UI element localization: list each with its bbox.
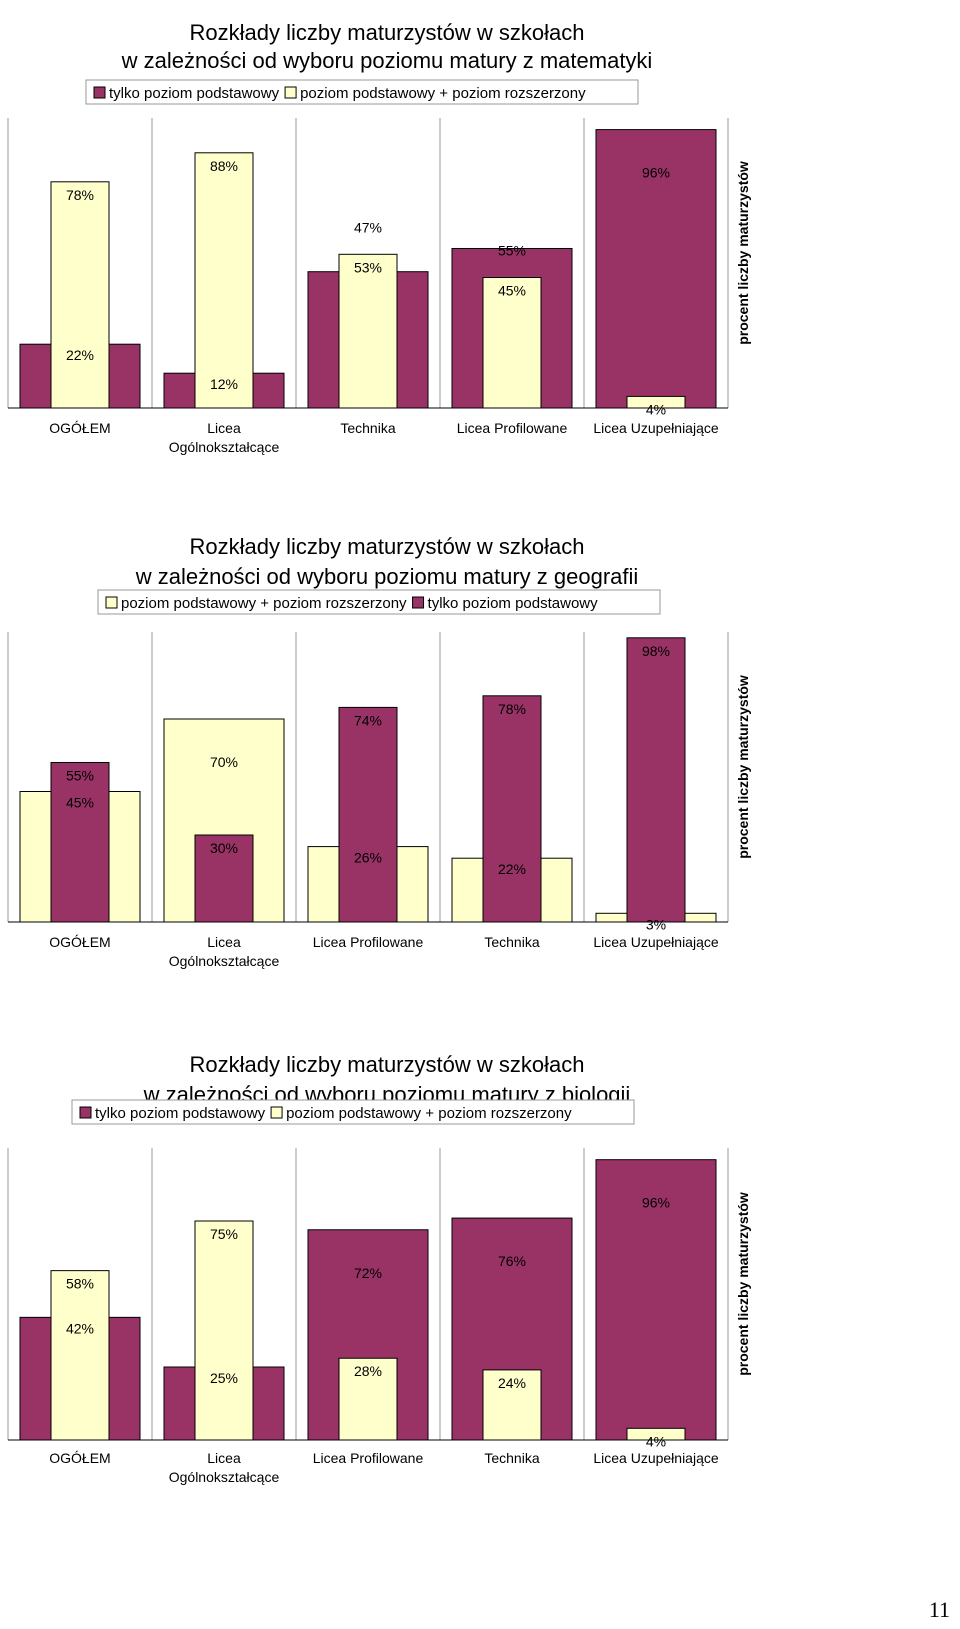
data-label-extended: 75% bbox=[210, 1226, 238, 1242]
legend: poziom podstawowy + poziom rozszerzony ty… bbox=[97, 589, 661, 615]
data-label-extended: 4% bbox=[646, 1433, 666, 1449]
bar-extended bbox=[194, 1220, 254, 1441]
bar-basic bbox=[482, 695, 542, 923]
chart-title-line: Rozkłady liczby maturzystów w szkołach bbox=[190, 534, 585, 559]
legend-swatch-basic bbox=[79, 1106, 92, 1119]
bar-extended bbox=[482, 1369, 542, 1441]
data-label-extended: 45% bbox=[66, 795, 94, 811]
legend-label-extended: poziom podstawowy + poziom rozszerzony bbox=[300, 85, 586, 102]
legend-frame bbox=[85, 79, 639, 105]
data-label-extended: 26% bbox=[354, 850, 382, 866]
legend-label-extended: poziom podstawowy + poziom rozszerzony bbox=[286, 1105, 572, 1122]
data-label-basic: 72% bbox=[354, 1265, 382, 1281]
data-label-basic: 30% bbox=[210, 840, 238, 856]
data-label-basic: 25% bbox=[210, 1370, 238, 1386]
data-label-basic: 12% bbox=[210, 376, 238, 392]
legend-swatch-basic bbox=[93, 86, 106, 99]
bar-basic bbox=[626, 637, 686, 923]
chart-title-line: w zależności od wyboru poziomu matury z … bbox=[135, 564, 639, 589]
y-axis-label: procent liczby maturzystów bbox=[735, 675, 751, 859]
legend-swatch-basic bbox=[412, 596, 425, 609]
data-label-extended: 88% bbox=[210, 158, 238, 174]
bar-basic bbox=[595, 1159, 717, 1441]
legend-label-basic: tylko poziom podstawowy bbox=[428, 595, 599, 612]
legend: tylko poziom podstawowy poziom podstawowy… bbox=[71, 1099, 635, 1125]
chart-title-line: Rozkłady liczby maturzystów w szkołach bbox=[190, 1052, 585, 1077]
data-label-extended: 4% bbox=[646, 401, 666, 417]
category-label: Licea bbox=[207, 1450, 241, 1466]
category-label: OGÓŁEM bbox=[49, 420, 110, 436]
y-axis-label: procent liczby maturzystów bbox=[735, 1192, 751, 1376]
bar-basic bbox=[50, 762, 110, 923]
bar-extended bbox=[626, 1427, 686, 1441]
category-label: Licea bbox=[207, 934, 241, 950]
legend-label-extended: poziom podstawowy + poziom rozszerzony bbox=[121, 595, 407, 612]
bar-extended bbox=[50, 1270, 110, 1441]
data-label-extended: 28% bbox=[354, 1363, 382, 1379]
chart-biologia: Rozkłady liczby maturzystów w szkołachw … bbox=[7, 1052, 751, 1485]
bar-basic bbox=[194, 834, 254, 923]
bar-extended bbox=[338, 1357, 398, 1441]
category-label: Licea Profilowane bbox=[313, 934, 424, 950]
data-label-basic: 42% bbox=[66, 1320, 94, 1336]
data-label-basic: 22% bbox=[66, 347, 94, 363]
chart-title-line: w zależności od wyboru poziomu matury z … bbox=[121, 48, 653, 73]
category-label: Licea Uzupełniające bbox=[593, 1450, 719, 1466]
legend-swatch-extended bbox=[105, 596, 118, 609]
category-label: OGÓŁEM bbox=[49, 934, 110, 950]
page-number: 11 bbox=[928, 1597, 950, 1622]
data-label-basic: 96% bbox=[642, 1195, 670, 1211]
legend-label-basic: tylko poziom podstawowy bbox=[109, 85, 280, 102]
category-label: Licea bbox=[207, 420, 241, 436]
category-label: Technika bbox=[484, 934, 539, 950]
bar-extended bbox=[626, 395, 686, 409]
bar-extended bbox=[338, 253, 398, 409]
data-label-basic: 96% bbox=[642, 165, 670, 181]
data-label-extended: 58% bbox=[66, 1276, 94, 1292]
category-label: Technika bbox=[484, 1450, 539, 1466]
data-label-extended: 45% bbox=[498, 283, 526, 299]
data-label-extended: 22% bbox=[498, 861, 526, 877]
chart-matematyka: Rozkłady liczby maturzystów w szkołach w … bbox=[7, 20, 751, 455]
bar-extended bbox=[50, 181, 110, 409]
data-label-extended: 53% bbox=[354, 259, 382, 275]
data-label-extended: 78% bbox=[66, 187, 94, 203]
bar-basic bbox=[595, 129, 717, 409]
category-label: Technika bbox=[340, 420, 395, 436]
legend-swatch-extended bbox=[270, 1106, 283, 1119]
legend-swatch-extended bbox=[284, 86, 297, 99]
legend: tylko poziom podstawowy poziom podstawowy… bbox=[85, 79, 639, 105]
category-label: Ogólnokształcące bbox=[169, 953, 280, 969]
category-label: OGÓŁEM bbox=[49, 1450, 110, 1466]
legend-frame bbox=[71, 1099, 635, 1125]
category-label: Licea Uzupełniające bbox=[593, 420, 719, 436]
bar-extended bbox=[194, 152, 254, 409]
data-label-basic: 55% bbox=[66, 768, 94, 784]
data-label-extended: 24% bbox=[498, 1375, 526, 1391]
y-axis-label: procent liczby maturzystów bbox=[735, 161, 751, 345]
chart-title-line: Rozkłady liczby maturzystów w szkołach bbox=[190, 20, 585, 45]
data-label-extended: 3% bbox=[646, 916, 666, 932]
data-label-basic: 98% bbox=[642, 643, 670, 659]
category-label: Licea Profilowane bbox=[457, 420, 568, 436]
legend-frame bbox=[97, 589, 661, 615]
data-label-extended: 70% bbox=[210, 754, 238, 770]
legend-label-basic: tylko poziom podstawowy bbox=[95, 1105, 266, 1122]
data-label-basic: 78% bbox=[498, 701, 526, 717]
category-label: Ogólnokształcące bbox=[169, 439, 280, 455]
category-label: Ogólnokształcące bbox=[169, 1469, 280, 1485]
category-label: Licea Uzupełniające bbox=[593, 934, 719, 950]
bar-basic bbox=[338, 706, 398, 923]
data-label-basic: 76% bbox=[498, 1253, 526, 1269]
data-label-basic: 55% bbox=[498, 243, 526, 259]
chart-geografia: Rozkłady liczby maturzystów w szkołach w … bbox=[7, 534, 751, 969]
data-label-basic: 47% bbox=[354, 219, 382, 235]
bar-extended bbox=[482, 277, 542, 409]
data-label-basic: 74% bbox=[354, 712, 382, 728]
category-label: Licea Profilowane bbox=[313, 1450, 424, 1466]
